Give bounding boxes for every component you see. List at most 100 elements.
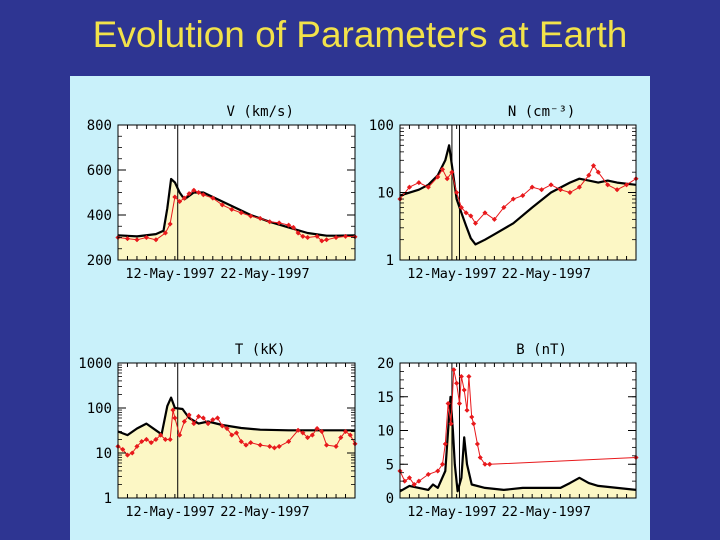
observed-point: [210, 417, 216, 423]
observed-point: [586, 172, 592, 178]
observed-point: [148, 439, 154, 446]
observed-point: [210, 195, 216, 201]
observed-point: [548, 182, 554, 188]
observed-point: [425, 184, 431, 190]
observed-point: [295, 427, 301, 433]
x-tick-label: 12-May-1997: [125, 504, 214, 520]
observed-point: [153, 436, 159, 443]
observed-point: [623, 182, 630, 188]
observed-point: [406, 184, 413, 190]
observed-point: [143, 436, 150, 443]
chart-title: B (nT): [516, 342, 567, 358]
x-tick-label: 12-May-1997: [407, 504, 496, 520]
observed-point: [425, 471, 431, 478]
observed-point: [134, 443, 140, 450]
observed-point: [162, 230, 169, 236]
observed-point: [439, 461, 446, 467]
observed-point: [458, 373, 465, 380]
observed-point: [120, 446, 126, 453]
observed-point: [402, 478, 408, 484]
observed-point: [487, 461, 493, 467]
observed-point: [200, 192, 206, 198]
observed-point: [614, 187, 620, 193]
observed-point: [191, 187, 197, 193]
observed-point: [124, 452, 131, 458]
observed-point: [276, 443, 282, 450]
observed-point: [257, 215, 263, 222]
observed-point: [300, 430, 306, 436]
observed-point: [167, 436, 173, 443]
observed-point: [323, 237, 330, 243]
observed-point: [186, 412, 192, 418]
observed-point: [243, 442, 249, 448]
observed-point: [323, 442, 330, 448]
y-tick-label: 600: [87, 163, 112, 179]
observed-point: [482, 210, 488, 216]
observed-point: [314, 233, 320, 240]
chart-title: T (kK): [235, 342, 286, 358]
observed-point: [468, 213, 474, 219]
observed-point: [172, 415, 178, 421]
observed-point: [191, 420, 197, 427]
observed-point: [453, 380, 460, 386]
observed-point: [576, 184, 583, 190]
observed-point: [170, 407, 176, 413]
y-tick-label: 1: [104, 491, 112, 507]
observed-point: [469, 414, 475, 420]
observed-point: [181, 418, 188, 425]
observed-point: [295, 230, 301, 236]
model-line: [117, 396, 355, 437]
observed-point: [314, 425, 320, 432]
observed-point: [456, 400, 463, 407]
observed-point: [319, 428, 325, 435]
observed-point: [444, 176, 450, 182]
observed-point: [162, 436, 169, 443]
chart-1: 200 400 600 800 12-May-1997 22-May-1997 V (km/…: [87, 104, 358, 282]
observed-point: [333, 443, 339, 450]
observed-point: [195, 189, 202, 196]
observed-point: [238, 210, 244, 216]
observed-point: [445, 400, 451, 407]
observed-point: [435, 174, 441, 180]
plot-area: [400, 363, 636, 498]
chart-title: N (cm⁻³): [508, 104, 575, 120]
observed-point: [342, 428, 349, 435]
x-tick-label: 22-May-1997: [220, 504, 309, 520]
observed-point: [442, 441, 448, 447]
observed-point: [229, 206, 235, 213]
observed-point: [605, 182, 611, 188]
observed-point: [477, 454, 483, 461]
observed-point: [285, 438, 292, 445]
observed-point: [333, 234, 339, 241]
observed-point: [342, 233, 349, 240]
observed-point: [520, 192, 526, 199]
model-line: [399, 395, 637, 493]
observed-point: [143, 234, 150, 241]
observed-point: [248, 213, 254, 219]
y-tick-label: 5: [386, 457, 394, 473]
observed-point: [224, 425, 230, 432]
x-tick-label: 12-May-1997: [125, 266, 214, 282]
observed-point: [411, 481, 417, 488]
observed-point: [319, 238, 325, 244]
observed-point: [214, 415, 221, 421]
observed-point: [304, 234, 311, 241]
observed-point: [304, 434, 311, 441]
observed-point: [590, 162, 597, 169]
observed-point: [300, 233, 306, 240]
observed-point: [257, 442, 263, 448]
observed-point: [416, 179, 422, 186]
observed-point: [271, 445, 278, 451]
observed-point: [466, 373, 472, 380]
figure-panel: 200 400 600 800 12-May-1997 22-May-1997 V (km/…: [70, 76, 650, 540]
model-line: [399, 144, 637, 246]
observed-point: [449, 169, 455, 175]
observed-point: [158, 432, 164, 438]
y-tick-label: 800: [87, 118, 112, 134]
observed-point: [205, 420, 211, 427]
chart-title: V (km/s): [226, 104, 293, 120]
y-tick-label: 100: [87, 401, 112, 417]
observed-point: [219, 202, 225, 208]
chart-2: 1 10 100 12-May-1997 22-May-1997 N (cm⁻³): [369, 104, 639, 282]
